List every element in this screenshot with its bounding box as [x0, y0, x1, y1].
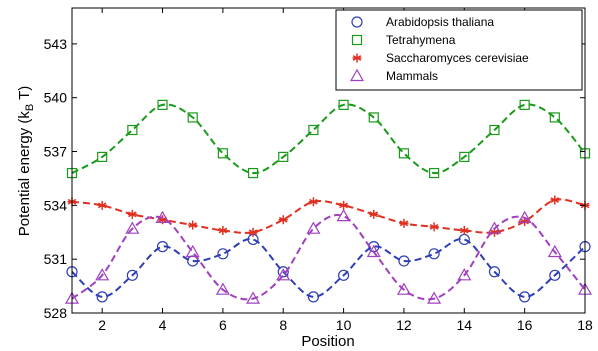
series-layer [64, 99, 593, 304]
series-1 [66, 233, 591, 303]
data-point [188, 220, 198, 230]
data-point [248, 227, 258, 237]
data-point [278, 151, 289, 163]
x-axis-label: Position [301, 333, 354, 350]
data-point [127, 209, 137, 219]
x-tick-label: 2 [98, 317, 106, 333]
data-point [368, 112, 379, 123]
data-point [276, 268, 291, 281]
y-tick-label: 534 [44, 197, 68, 213]
data-point [399, 218, 409, 228]
data-point [215, 282, 230, 295]
data-point [427, 291, 442, 304]
data-point [489, 124, 500, 136]
data-point [97, 200, 107, 210]
plot-frame [71, 7, 586, 314]
data-point [369, 209, 379, 219]
series-3 [67, 195, 590, 237]
data-point [337, 269, 350, 281]
y-axis-label-suffix: T) [16, 86, 33, 104]
data-point [396, 282, 411, 295]
data-point [547, 244, 562, 258]
x-tick-label: 12 [396, 317, 412, 333]
data-point [97, 151, 108, 163]
data-point [487, 221, 502, 234]
data-point [96, 291, 108, 303]
series-line [71, 103, 586, 175]
data-point [307, 291, 320, 303]
data-point [428, 248, 440, 260]
y-tick-label: 537 [44, 144, 68, 160]
legend-marker [352, 53, 362, 63]
data-point [459, 151, 470, 163]
data-point [488, 266, 501, 278]
x-tick-label: 6 [219, 317, 227, 333]
legend-label: Saccharomyces cerevisiae [386, 51, 529, 65]
data-point [127, 124, 138, 136]
data-point [247, 167, 259, 179]
data-point [185, 244, 200, 258]
x-tick-label: 16 [517, 317, 533, 333]
y-tick-label: 531 [44, 251, 68, 267]
data-point [218, 225, 228, 235]
data-point [549, 269, 561, 281]
data-point [155, 210, 170, 224]
data-point [308, 124, 319, 136]
x-tick-label: 10 [336, 317, 352, 333]
data-point [125, 221, 140, 234]
data-point [366, 244, 381, 258]
data-point [550, 195, 560, 205]
legend: Arabidopsis thaliana Tetrahymena Saccharom… [335, 9, 583, 91]
data-point [308, 197, 318, 207]
data-point [157, 99, 168, 110]
data-point [95, 268, 110, 281]
data-point [549, 112, 560, 123]
y-tick-label: 543 [44, 36, 68, 52]
data-point [429, 167, 440, 179]
data-point [339, 200, 349, 210]
data-point [459, 225, 469, 235]
data-point [158, 215, 168, 225]
data-point [457, 268, 472, 281]
data-point [336, 208, 351, 222]
y-tick-label: 540 [44, 90, 68, 106]
data-point [217, 248, 229, 260]
y-axis-label-main: Potential energy (k [16, 111, 33, 237]
legend-marker [351, 16, 363, 28]
ticks-layer: 2 4 6 8 10 12 14 16 18 528 531 534 537 540 543 [44, 8, 593, 333]
data-point [398, 148, 410, 159]
data-point [429, 222, 439, 232]
x-tick-label: 8 [279, 317, 287, 333]
y-axis-label: Potential energy (kB T) [16, 86, 36, 236]
y-tick-label: 528 [44, 305, 68, 321]
series-line [71, 238, 586, 298]
data-point [306, 221, 321, 234]
data-point [217, 148, 228, 159]
data-point [519, 291, 531, 303]
legend-marker [351, 34, 363, 46]
data-point [398, 255, 410, 267]
data-point [519, 99, 530, 110]
x-tick-label: 18 [577, 317, 593, 333]
y-axis-label-subscript: B [24, 104, 36, 111]
x-tick-label: 4 [159, 317, 167, 333]
data-point [187, 112, 198, 123]
data-point [278, 215, 288, 225]
data-point [246, 291, 261, 304]
legend-label: Tetrahymena [386, 33, 456, 47]
data-point [156, 241, 169, 253]
data-point [338, 99, 349, 110]
x-tick-label: 14 [457, 317, 473, 333]
series-2 [66, 99, 591, 179]
data-point [126, 269, 138, 281]
legend-label: Mammals [386, 69, 438, 83]
legend-box [335, 9, 583, 91]
data-point [517, 210, 532, 224]
legend-marker [349, 68, 365, 82]
legend-label: Arabidopsis thaliana [386, 15, 494, 29]
